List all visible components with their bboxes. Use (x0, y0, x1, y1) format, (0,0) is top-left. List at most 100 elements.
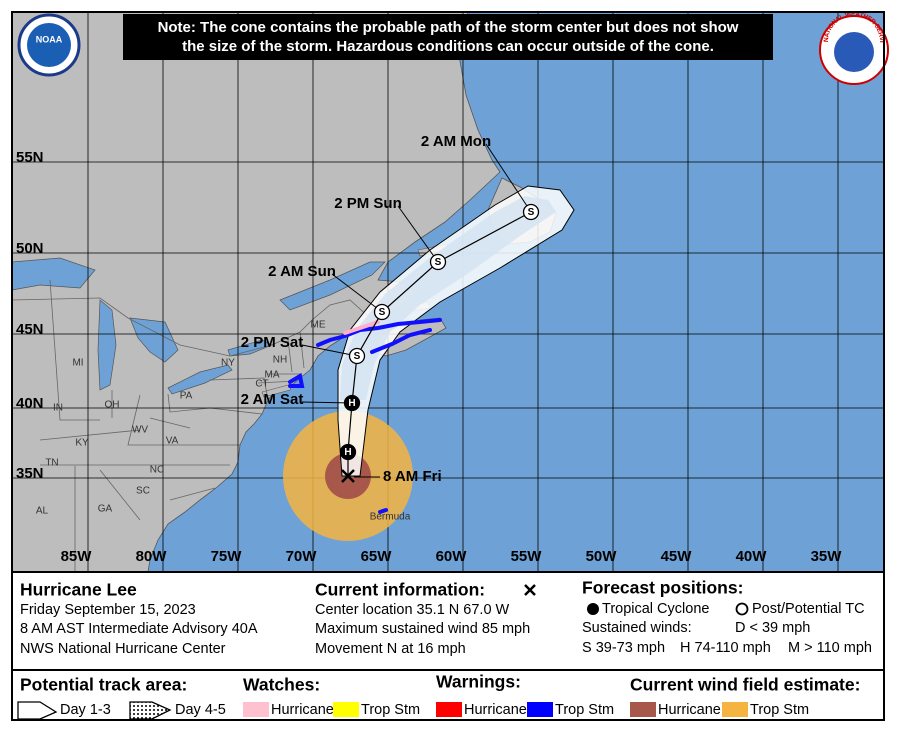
place-label: TN (45, 458, 58, 469)
latitude-label: 55N (16, 149, 44, 166)
tc-icon (587, 603, 599, 615)
longitude-label: 80W (136, 548, 168, 565)
info-text: Center location 35.1 N 67.0 W (315, 602, 510, 618)
place-label: WV (132, 425, 148, 436)
forecast-symbol: H (348, 398, 355, 409)
info-text: Maximum sustained wind 85 mph (315, 621, 530, 637)
note-line: Note: The cone contains the probable pat… (158, 19, 739, 36)
place-label: ME (311, 320, 326, 331)
leader (331, 273, 383, 313)
forecast-point (429, 253, 447, 271)
place-label: PA (180, 391, 193, 402)
land (12, 12, 501, 572)
latitude-label: 40N (16, 395, 44, 412)
info-text: Warnings: (436, 672, 521, 692)
info-text: Tropical Cyclone (602, 601, 709, 617)
info-text: S 39-73 mph (582, 640, 665, 656)
place-label: GA (98, 504, 113, 515)
forecast-time-label: 2 PM Sun (334, 195, 402, 212)
place-label: NC (150, 465, 164, 476)
leader (301, 344, 358, 357)
info-text: Hurricane Lee (20, 580, 137, 600)
info-text: H 74-110 mph (680, 640, 771, 656)
legend-swatch (527, 702, 553, 717)
note-line: the size of the storm. Hazardous conditi… (182, 38, 714, 55)
day45-icon (129, 701, 172, 720)
info-text: Potential track area: (20, 675, 187, 695)
current-position (341, 469, 355, 483)
place-label: CT (255, 379, 268, 390)
ptc-icon (735, 602, 749, 616)
info-text: Current information: (315, 580, 485, 600)
long-island (261, 383, 293, 398)
map-labels: 55N 50N 45N 40N 35N 85W 80W 75W 70W 65W 60W 55W 50W 4… (16, 133, 842, 565)
latitude-label: 45N (16, 321, 44, 338)
legend-swatch (243, 702, 269, 717)
longitude-label: 85W (61, 548, 93, 565)
note-box (123, 14, 773, 60)
info-text: Friday September 15, 2023 (20, 602, 196, 618)
borders (12, 279, 385, 572)
latitude-label: 50N (16, 240, 44, 257)
place-label: OH (105, 400, 120, 411)
place-label: NY (221, 358, 235, 369)
legend-swatch (630, 702, 656, 717)
forecast-point (339, 443, 357, 461)
info-text: Hurricane (658, 702, 721, 718)
longitude-label: 75W (211, 548, 243, 565)
leader (485, 143, 532, 213)
place-label: MA (265, 370, 280, 381)
longitude-label: 40W (736, 548, 768, 565)
info-text: Sustained winds: (582, 620, 692, 636)
place-label: SC (136, 486, 150, 497)
info-text: Day 4-5 (175, 702, 226, 718)
info-text: Trop Stm (750, 702, 809, 718)
info-text: NWS National Hurricane Center (20, 641, 226, 657)
longitude-label: 70W (286, 548, 318, 565)
place-label: Bermuda (370, 512, 411, 523)
info-text: D < 39 mph (735, 620, 810, 636)
latitude-label: 35N (16, 465, 44, 482)
info-text: M > 110 mph (788, 640, 872, 656)
info-text: Trop Stm (555, 702, 614, 718)
legend-swatch (333, 702, 359, 717)
info-text: 8 AM AST Intermediate Advisory 40A (20, 621, 258, 637)
great-lakes (12, 257, 386, 395)
place-label: VA (166, 436, 179, 447)
day13-icon (17, 701, 58, 720)
cone-inner (340, 196, 556, 400)
warnings (288, 318, 442, 514)
info-text: Post/Potential TC (752, 601, 865, 617)
info-text: Movement N at 16 mph (315, 641, 466, 657)
leader (301, 401, 353, 404)
forecast-point (348, 347, 366, 365)
current-icon (524, 584, 536, 596)
forecast-time-label: 2 AM Mon (421, 133, 491, 150)
info-text: Forecast positions: (582, 578, 743, 598)
longitude-label: 55W (511, 548, 543, 565)
forecast-time-label: 2 PM Sat (241, 334, 304, 351)
forecast-point (522, 203, 540, 221)
forecast-symbol: S (354, 351, 361, 362)
current-time-label: 8 AM Fri (383, 468, 442, 485)
place-label: NH (273, 355, 287, 366)
longitude-label: 35W (811, 548, 843, 565)
frame (11, 11, 885, 721)
leader (397, 205, 439, 263)
forecast-point (343, 394, 361, 412)
place-label: AL (36, 506, 49, 517)
info-text: Trop Stm (361, 702, 420, 718)
longitude-label: 65W (361, 548, 393, 565)
info-text: Current wind field estimate: (630, 675, 860, 695)
place-label: MI (72, 358, 83, 369)
info-text: Hurricane (271, 702, 334, 718)
longitude-label: 50W (586, 548, 618, 565)
noaa-logo-text: NOAA (36, 34, 63, 44)
forecast-symbol: S (379, 307, 386, 318)
forecast-symbol: H (344, 447, 351, 458)
longitude-label: 45W (661, 548, 693, 565)
place-label: KY (75, 438, 89, 449)
forecast-time-label: 2 AM Sat (241, 391, 304, 408)
info-text: Hurricane (464, 702, 527, 718)
